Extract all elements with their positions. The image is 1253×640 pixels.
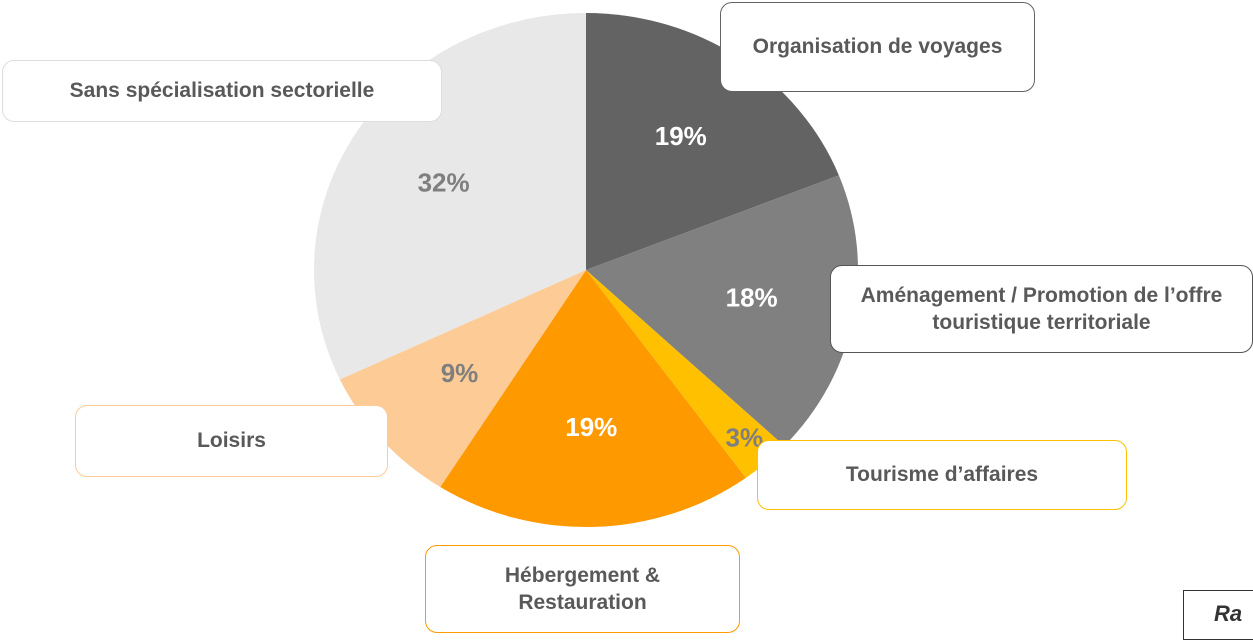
data-label: 18%	[726, 283, 778, 313]
data-label: 32%	[418, 167, 470, 197]
data-label: 19%	[655, 121, 707, 151]
category-label: Hébergement & Restauration	[425, 545, 740, 633]
pie-slice	[586, 175, 859, 446]
data-label: 19%	[565, 412, 617, 442]
category-label: Sans spécialisation sectorielle	[2, 60, 442, 122]
data-label: 9%	[441, 358, 479, 388]
note: Ra	[1183, 590, 1253, 640]
category-label: Aménagement / Promotion de l’offre touri…	[830, 265, 1253, 353]
category-label: Tourisme d’affaires	[757, 440, 1127, 510]
data-label: 3%	[726, 423, 764, 453]
category-label: Organisation de voyages	[720, 2, 1035, 92]
pie-slice	[440, 270, 746, 527]
pie-slice	[339, 270, 586, 487]
pie-slice	[586, 13, 839, 270]
category-label: Loisirs	[75, 405, 388, 477]
pie-slice	[586, 270, 785, 478]
